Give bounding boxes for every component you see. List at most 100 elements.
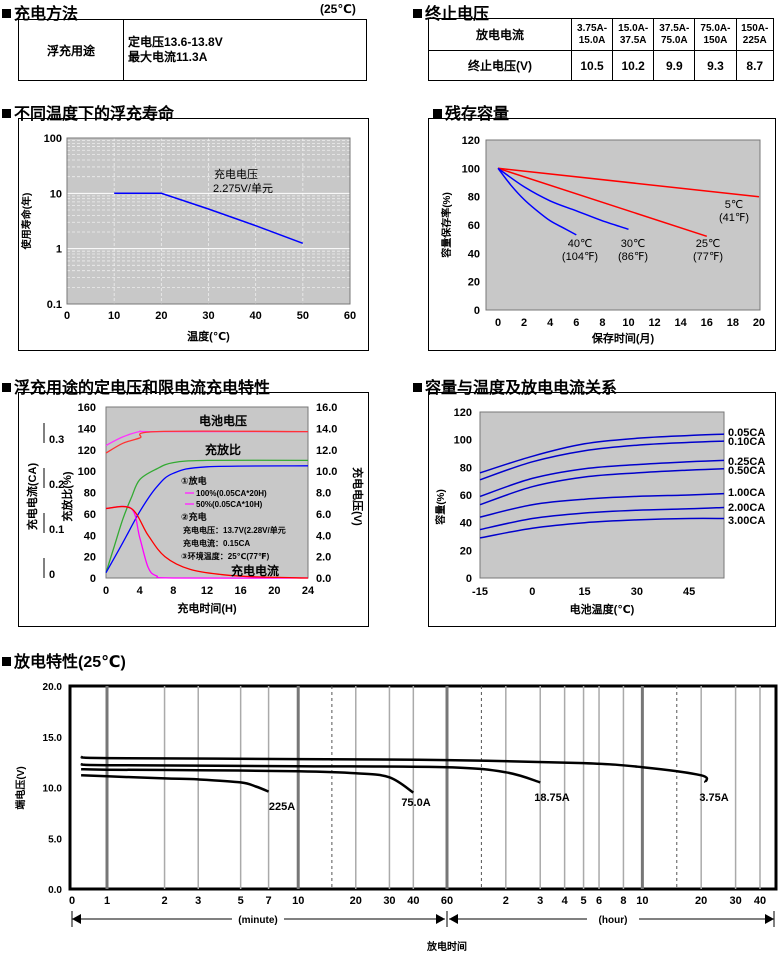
x-tick-hour-label: 6	[596, 895, 602, 907]
current-tick-label: 0.2	[49, 479, 64, 491]
charge-method-line-1: 定电压13.6-13.8V	[128, 35, 223, 49]
x-tick-minute-label: 2	[161, 895, 167, 907]
current-axis-label: 充电电流(CA)	[25, 463, 39, 531]
cutoff-voltage-2: 10.2	[612, 50, 655, 81]
bullet-square-icon	[2, 657, 11, 666]
arrow-right-icon	[765, 914, 774, 924]
charging-series-line	[105, 465, 309, 574]
right-tick-label: 0.0	[316, 573, 331, 585]
series-label: 0.10CA	[728, 436, 765, 448]
legend-ambient: ③环境温度：25℃(77℉)	[181, 551, 270, 561]
cutoff-voltage-1: 10.5	[570, 50, 614, 81]
x-tick-label: 12	[648, 317, 660, 329]
annotation-label: 2.275V/单元	[213, 182, 273, 195]
series-label: 0.05CA	[728, 427, 765, 439]
charge-method-temp: (25℃)	[320, 2, 356, 16]
x-tick-hour-label: 8	[620, 895, 626, 907]
ratio-axis-label: 充放比(%)	[60, 471, 74, 521]
plot-area	[485, 139, 761, 311]
charge-method-row-label: 浮充用途	[18, 19, 124, 81]
left-tick-label: 20	[84, 552, 96, 564]
charging-series-line	[105, 505, 309, 579]
cutoff-voltage-5: 8.7	[735, 50, 774, 81]
charging-series-line	[105, 430, 309, 454]
x-tick-label: 40	[250, 310, 262, 322]
x-tick-hour-label: 2	[503, 895, 509, 907]
discharge-title-text: 放电特性(25℃)	[14, 654, 126, 671]
life-series-line	[114, 192, 304, 245]
x-tick-hour-label: 5	[580, 895, 586, 907]
bullet-square-icon	[433, 109, 442, 118]
x-tick-minute-label: 1	[104, 895, 110, 907]
y-axis-label: 端电压(V)	[14, 766, 27, 809]
x-axis-label: 电池温度(℃)	[570, 602, 635, 616]
x-tick-hour-label: 3	[537, 895, 543, 907]
capacity-temp-chart: -15 0 15 30 45020406080100120电池温度(℃)容量(%)0.0…	[434, 407, 765, 616]
cutoff-voltage-3: 9.9	[653, 50, 696, 81]
left-tick-label: 60	[84, 509, 96, 521]
series-label: 3.00CA	[728, 515, 765, 527]
series-label-40c: 40℃ (104℉)	[562, 238, 598, 263]
series-label: 2.00CA	[728, 502, 765, 514]
capacity-series-line	[479, 506, 725, 531]
voltage-curve-label: 电池电压	[199, 413, 247, 428]
x-tick-label: 8	[599, 317, 605, 329]
y-axis-label: 使用寿命(年)	[20, 193, 33, 251]
x-tick-label: 4	[137, 585, 144, 597]
retention-chart-frame	[428, 118, 776, 351]
legend-charge: ②充电	[181, 511, 207, 522]
left-tick-label: 100	[78, 466, 96, 478]
y-axis-label: 容量保存率(%)	[440, 192, 453, 259]
x-axis-label: 放电时间	[426, 940, 467, 953]
unit-label-bg	[587, 911, 639, 926]
x-tick-label: 16	[701, 317, 713, 329]
x-tick-hour-label: 40	[754, 895, 766, 907]
arrow-right-icon	[436, 914, 445, 924]
left-tick-label: 120	[78, 445, 96, 457]
x-tick-label: 10	[622, 317, 634, 329]
legend-100pct: 100%(0.05CA*20H)	[196, 489, 267, 498]
x-tick-label: 0	[64, 310, 70, 322]
y-tick-label: 20.0	[43, 682, 63, 693]
y-tick-label: 5.0	[48, 834, 62, 845]
x-tick-label: 20	[268, 585, 280, 597]
series-label: 75.0A	[401, 797, 430, 809]
left-tick-label: 0	[90, 573, 96, 585]
capacity-series-line	[479, 517, 725, 539]
retention-series-line	[497, 167, 629, 231]
arrow-left-icon	[449, 914, 458, 924]
x-tick-minute-label: 40	[407, 895, 419, 907]
cutoff-current-3: 37.5A- 75.0A	[653, 18, 696, 51]
y-tick-label: 0	[466, 573, 472, 585]
retention-series-line	[497, 167, 760, 198]
x-tick-label: 0	[103, 585, 109, 597]
left-tick-label: 160	[78, 402, 96, 414]
charge-method-title-text: 充电方法	[14, 6, 79, 23]
cutoff-current-2: 15.0A- 37.5A	[612, 18, 655, 51]
y-tick-label: 15.0	[43, 733, 63, 744]
y-tick-label: 120	[454, 407, 472, 419]
x-unit-minute-label: (minute)	[238, 915, 277, 926]
plot-area	[68, 684, 778, 891]
bullet-square-icon	[413, 9, 422, 18]
y-tick-label: 60	[460, 490, 472, 502]
series-label: 225A	[269, 801, 295, 813]
discharge-title: 放电特性(25℃)	[2, 648, 126, 672]
charging-chart-frame	[18, 392, 369, 627]
capacity-series-line	[479, 492, 725, 518]
x-tick-label: 20	[155, 310, 167, 322]
x-tick-hour-label: 30	[729, 895, 741, 907]
charge-method-values: 定电压13.6-13.8V 最大电流11.3A	[123, 19, 367, 81]
x-axis-label: 温度(℃)	[187, 329, 230, 343]
cutoff-current-1: 3.75A- 15.0A	[570, 18, 614, 51]
series-label: 0.25CA	[728, 456, 765, 468]
legend-charge-voltage: 充电电压：13.7V(2.28V/单元	[183, 525, 286, 535]
x-tick-label: 30	[631, 586, 643, 598]
x-tick-label: 12	[201, 585, 213, 597]
discharge-chart: 0.05.010.015.020.00 1 2 3 5 7 10 20 30 40 60 2 3 4 5 6 8…	[14, 682, 778, 953]
x-tick-minute-label: 0	[69, 895, 75, 907]
charge-method-line-2: 最大电流11.3A	[128, 50, 208, 64]
ratio-curve-label: 充放比	[205, 442, 241, 457]
plot-border	[66, 137, 351, 305]
x-tick-label: 16	[235, 585, 247, 597]
